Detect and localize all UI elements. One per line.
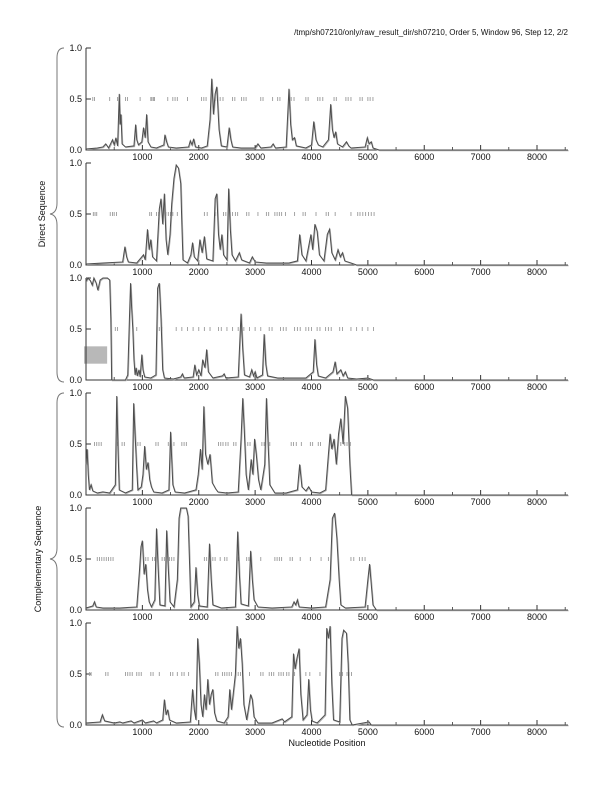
x-axis-title: Nucleotide Position (288, 738, 366, 748)
x-tick-label: 3000 (245, 152, 265, 162)
x-tick-label: 5000 (358, 727, 378, 737)
x-tick-label: 3000 (245, 612, 265, 622)
figure-title: /tmp/sh07210/only/raw_result_dir/sh07210… (294, 28, 568, 37)
y-tick-label: 0.0 (69, 260, 82, 270)
direct-sequence-brace (49, 47, 65, 383)
y-tick-label: 1.0 (69, 43, 82, 53)
y-tick-label: 1.0 (69, 273, 82, 283)
coding-probability-trace (85, 395, 568, 496)
x-tick-label: 5000 (358, 267, 378, 277)
x-tick-label: 4000 (301, 382, 321, 392)
x-tick-label: 4000 (301, 497, 321, 507)
x-tick-label: 1000 (132, 727, 152, 737)
x-tick-label: 7000 (471, 382, 491, 392)
y-tick-label: 1.0 (69, 388, 82, 398)
x-tick-label: 8000 (527, 267, 547, 277)
y-tick-label: 1.0 (69, 158, 82, 168)
subplot-complementary-1: 0.0 0.5 1.0 1000 2000 3000 4000 5000 6000 7000 800… (60, 383, 580, 509)
x-tick-label: 6000 (414, 497, 434, 507)
subplot-direct-2: 0.0 0.5 1.0 1000 2000 3000 4000 5000 6000 7000 800… (60, 153, 580, 279)
x-tick-label: 3000 (245, 382, 265, 392)
x-tick-label: 1000 (132, 497, 152, 507)
x-tick-label: 5000 (358, 382, 378, 392)
y-tick-label: 0.5 (69, 669, 82, 679)
x-tick-label: 6000 (414, 152, 434, 162)
subplot-direct-3: 0.0 0.5 1.0 1000 2000 3000 4000 5000 6000 7000 800… (60, 268, 580, 394)
subplot-direct-1: 0.0 0.5 1.0 1000 2000 3000 4000 5000 6000 7000 800… (60, 38, 580, 164)
direct-sequence-label: Direct Sequence (37, 180, 47, 248)
coding-probability-trace (85, 625, 568, 726)
subplot-complementary-2: 0.0 0.5 1.0 1000 2000 3000 4000 5000 6000 7000 800… (60, 498, 580, 624)
y-tick-label: 0.5 (69, 554, 82, 564)
complementary-sequence-label: Complementary Sequence (33, 505, 43, 613)
y-tick-label: 0.5 (69, 94, 82, 104)
x-tick-label: 2000 (189, 382, 209, 392)
x-tick-label: 1000 (132, 612, 152, 622)
x-tick-label: 6000 (414, 612, 434, 622)
y-tick-label: 0.0 (69, 490, 82, 500)
x-tick-label: 3000 (245, 497, 265, 507)
y-tick-label: 0.0 (69, 720, 82, 730)
x-tick-label: 3000 (245, 727, 265, 737)
x-tick-label: 3000 (245, 267, 265, 277)
y-tick-label: 1.0 (69, 503, 82, 513)
y-tick-label: 1.0 (69, 618, 82, 628)
trace-shadow (86, 508, 569, 612)
x-tick-label: 4000 (301, 152, 321, 162)
x-tick-label: 6000 (414, 267, 434, 277)
x-tick-label: 2000 (189, 612, 209, 622)
x-tick-label: 2000 (189, 152, 209, 162)
y-tick-label: 0.0 (69, 375, 82, 385)
coding-probability-trace (85, 507, 568, 611)
x-tick-label: 8000 (527, 497, 547, 507)
coding-probability-trace (85, 163, 568, 266)
x-tick-label: 1000 (132, 382, 152, 392)
group-braces (49, 47, 65, 728)
highlight-region (84, 346, 108, 364)
x-tick-label: 5000 (358, 612, 378, 622)
trace-shadow (86, 79, 569, 152)
trace-shadow (86, 626, 569, 727)
x-tick-label: 6000 (414, 382, 434, 392)
x-tick-label: 8000 (527, 152, 547, 162)
x-tick-label: 2000 (189, 267, 209, 277)
x-tick-label: 5000 (358, 152, 378, 162)
x-tick-label: 7000 (471, 497, 491, 507)
trace-shadow (86, 396, 569, 497)
x-tick-label: 8000 (527, 727, 547, 737)
x-tick-label: 4000 (301, 727, 321, 737)
x-tick-label: 1000 (132, 152, 152, 162)
y-tick-label: 0.0 (69, 605, 82, 615)
subplot-complementary-3: 0.0 0.5 1.0 1000 2000 3000 4000 5000 6000 7000 800… (60, 613, 580, 739)
x-tick-label: 1000 (132, 267, 152, 277)
y-tick-label: 0.5 (69, 209, 82, 219)
x-tick-label: 7000 (471, 727, 491, 737)
x-tick-label: 7000 (471, 267, 491, 277)
trace-shadow (86, 277, 569, 382)
coding-probability-trace (85, 78, 568, 151)
x-tick-label: 7000 (471, 612, 491, 622)
x-tick-label: 2000 (189, 497, 209, 507)
x-tick-label: 4000 (301, 612, 321, 622)
x-tick-label: 4000 (301, 267, 321, 277)
x-tick-label: 8000 (527, 612, 547, 622)
y-tick-label: 0.0 (69, 145, 82, 155)
x-tick-label: 8000 (527, 382, 547, 392)
y-tick-label: 0.5 (69, 324, 82, 334)
x-tick-label: 7000 (471, 152, 491, 162)
x-tick-label: 5000 (358, 497, 378, 507)
complementary-sequence-brace (49, 392, 65, 728)
y-tick-label: 0.5 (69, 439, 82, 449)
x-tick-label: 2000 (189, 727, 209, 737)
x-tick-label: 6000 (414, 727, 434, 737)
coding-probability-trace (85, 276, 568, 381)
axes-lines (85, 48, 568, 151)
